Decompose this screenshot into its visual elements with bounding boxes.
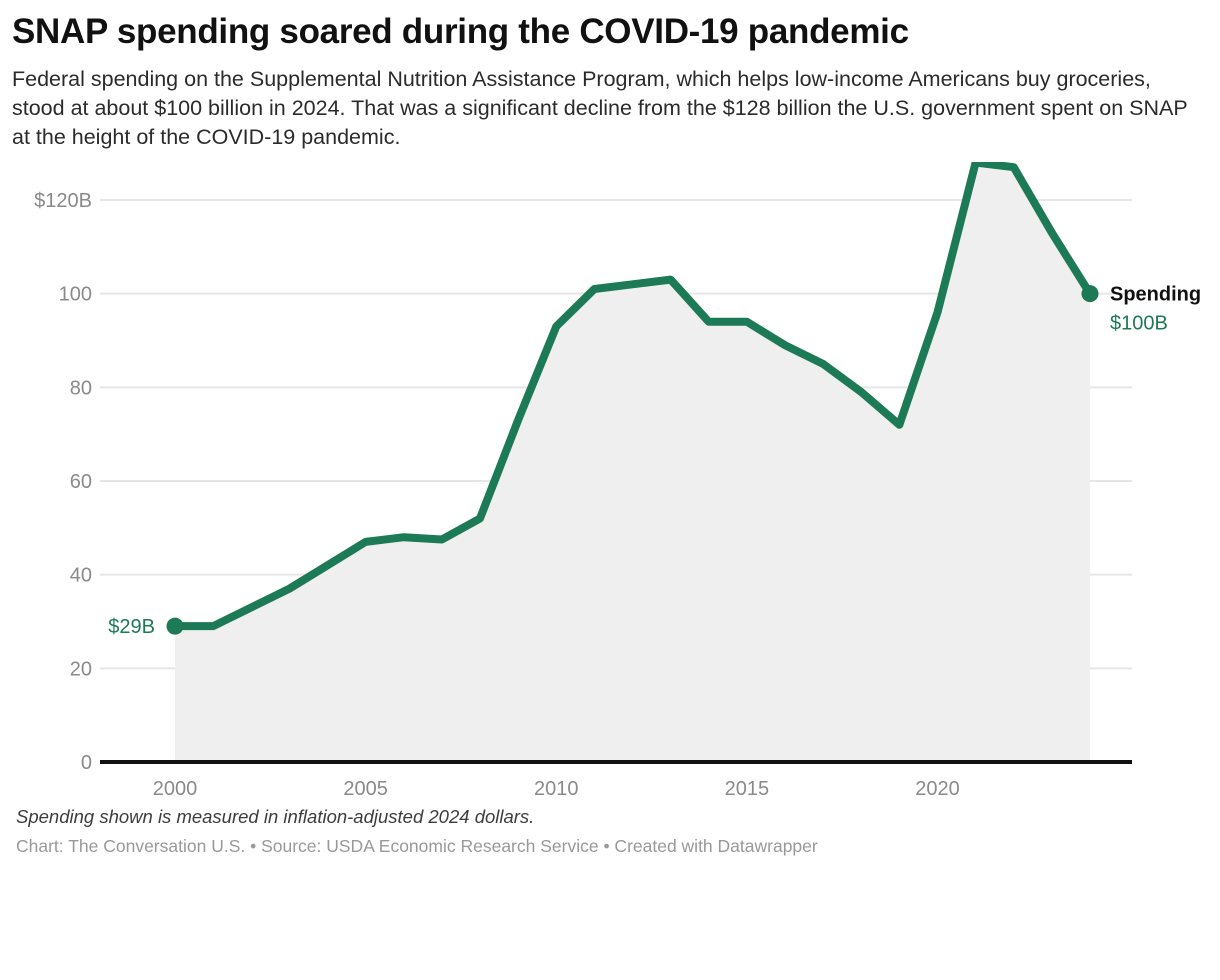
chart-credit: Chart: The Conversation U.S. • Source: U… bbox=[16, 835, 818, 856]
start-value-annotation: $29B bbox=[108, 616, 155, 638]
chart-subtitle: Federal spending on the Supplemental Nut… bbox=[12, 67, 1188, 149]
y-axis-tick-label: 60 bbox=[70, 471, 92, 493]
end-value-annotation: $100B bbox=[1110, 312, 1168, 334]
x-axis-tick-label: 2000 bbox=[153, 778, 198, 800]
endpoint-markers-group bbox=[166, 284, 1099, 635]
data-point-marker[interactable] bbox=[1081, 284, 1099, 302]
page-title: SNAP spending soared during the COVID-19… bbox=[12, 12, 909, 51]
area-fill-group bbox=[175, 162, 1090, 762]
x-axis-tick-label: 2010 bbox=[534, 778, 579, 800]
chart-figure: 0 20 40 60 80 100 $120B 2000 2005 2010 2015 2020 $… bbox=[12, 161, 1208, 802]
annotations-group: $29B Spending $100B bbox=[108, 283, 1201, 638]
y-axis-tick-label: 80 bbox=[70, 377, 92, 399]
y-axis-tick-labels: 0 20 40 60 80 100 $120B bbox=[34, 190, 92, 774]
y-axis-tick-label: 20 bbox=[70, 658, 92, 680]
data-line-group bbox=[171, 161, 1094, 630]
y-axis-tick-label: $120B bbox=[34, 190, 92, 212]
data-point-marker[interactable] bbox=[166, 617, 184, 635]
x-axis-tick-label: 2005 bbox=[343, 778, 388, 800]
y-axis-tick-label: 0 bbox=[81, 752, 92, 774]
chart-page: SNAP spending soared during the COVID-19… bbox=[0, 12, 1220, 980]
series-name-label: Spending bbox=[1110, 283, 1201, 305]
data-line-spending[interactable] bbox=[171, 161, 1094, 630]
y-axis-tick-label: 100 bbox=[59, 283, 92, 305]
x-axis-tick-label: 2015 bbox=[725, 778, 770, 800]
area-fill bbox=[175, 162, 1090, 762]
x-axis-tick-labels: 2000 2005 2010 2015 2020 bbox=[153, 778, 960, 800]
y-axis-tick-label: 40 bbox=[70, 564, 92, 586]
x-axis-tick-label: 2020 bbox=[915, 778, 960, 800]
chart-footnote: Spending shown is measured in inflation-… bbox=[16, 805, 535, 827]
line-area-chart: 0 20 40 60 80 100 $120B 2000 2005 2010 2015 2020 $… bbox=[34, 161, 1201, 800]
